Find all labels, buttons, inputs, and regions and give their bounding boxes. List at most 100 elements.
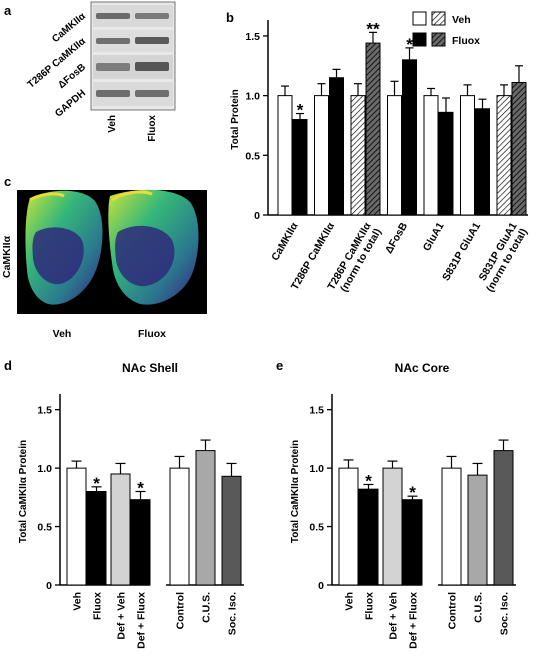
blot-band-row-1	[93, 5, 173, 27]
x-tick-label-line: CaMKIIα	[269, 220, 301, 263]
y-axis-label: Total CaMKIIα Protein	[18, 440, 29, 543]
y-tick-label: 0	[254, 210, 260, 222]
x-tick-label: CaMKIIα	[269, 220, 301, 263]
x-tick-label: C.U.S.	[201, 592, 213, 623]
y-tick-label: 0.5	[37, 522, 52, 534]
y-tick-label: 0	[318, 580, 324, 592]
bar-fluox	[86, 491, 107, 586]
x-tick-label-line: S831P GluA1	[440, 220, 483, 283]
panel-label-e: e	[276, 358, 283, 373]
bar-s831p-glua1-norm-to-total-veh	[496, 95, 512, 216]
chart-title: NAc Core	[395, 361, 450, 375]
blot-label-gapdh: GAPDH	[53, 88, 88, 120]
chart-d: 0 0.5 1.0 1.5 Total CaMKIIα Protein NAc Shell…	[18, 361, 244, 649]
blot-row-labels: CaMKIIα T286P CaMKIIα ΔFosB GAPDH	[26, 10, 89, 119]
x-tick-label: ΔFosB	[383, 220, 410, 256]
legend-swatch-veh-hatched	[431, 11, 446, 26]
brain-section-fluox	[108, 189, 199, 305]
bar-soc-iso	[493, 450, 514, 586]
y-tick-label: 0.5	[245, 150, 260, 162]
x-tick-label: Control	[447, 592, 459, 629]
significance-marker: *	[365, 471, 372, 490]
x-tick-label: GluA1	[421, 220, 447, 253]
bar-camkii-fluox	[292, 119, 308, 216]
bar-def-veh	[382, 467, 403, 586]
bar-t286p-camkii-norm-to-total-fluox	[365, 42, 381, 216]
bar-t286p-camkii-norm-to-total-veh	[350, 95, 366, 216]
panel-label-a: a	[4, 3, 12, 18]
y-axis-label: Total Protein	[230, 89, 241, 149]
panel-label-c: c	[4, 174, 11, 189]
legend-swatch-fluox-solid	[412, 32, 427, 47]
significance-marker: *	[93, 474, 100, 493]
y-axis-label: Total CaMKIIα Protein	[290, 440, 301, 543]
significance-marker: **	[366, 19, 380, 38]
panel-label-b: b	[226, 10, 234, 25]
bar-s831p-glua1-fluox	[475, 108, 490, 216]
x-tick-label: S831P GluA1(norm to total)	[474, 220, 530, 294]
x-tick-label: Fluox	[92, 592, 104, 620]
chart-b-legend: Veh Fluox	[412, 11, 480, 47]
blot-column-veh: Veh	[107, 115, 118, 133]
chart-b: Veh Fluox 0 0.5 1.0 1.5 Total Protein CaMKIIα…	[230, 11, 530, 298]
blot-column-fluox: Fluox	[147, 115, 158, 142]
western-blot-panel: CaMKIIα T286P CaMKIIα ΔFosB GAPDH Veh Fl…	[26, 1, 176, 142]
significance-marker: *	[137, 479, 144, 498]
bar-glua1-veh	[423, 95, 439, 216]
bar-def-veh	[110, 473, 131, 586]
x-tick-label-line: ΔFosB	[383, 220, 410, 256]
x-tick-label: Control	[175, 592, 187, 629]
legend-swatch-veh-solid	[412, 11, 427, 26]
x-tick-label: Def + Fluox	[136, 592, 148, 649]
x-tick-label: Def + Veh	[116, 592, 128, 640]
significance-marker: *	[409, 483, 416, 502]
brain-stain-label: CaMKIIα	[1, 235, 13, 278]
x-tick-label: Soc. Iso.	[499, 592, 511, 635]
y-tick-label: 0.5	[309, 522, 324, 534]
x-tick-label: T286P CaMKIIα(norm to total)	[325, 220, 384, 298]
blot-band-row-4	[93, 82, 173, 106]
x-tick-label: C.U.S.	[473, 592, 485, 623]
significance-marker: *	[297, 101, 304, 120]
bar-soc-iso	[221, 475, 242, 586]
bar-veh	[66, 467, 87, 586]
legend-label-fluox: Fluox	[452, 35, 480, 47]
bar-def-fluox	[130, 499, 151, 586]
bar-c-u-s	[195, 450, 216, 586]
blot-band-row-2	[93, 30, 173, 52]
x-tick-label: Fluox	[364, 592, 376, 620]
chart-e: 0 0.5 1.0 1.5 Total CaMKIIα Protein NAc Core V…	[290, 361, 516, 649]
y-tick-label: 1.5	[37, 405, 52, 417]
x-tick-label: Veh	[72, 592, 84, 611]
bar-t286p-camkii-fluox	[329, 77, 344, 216]
bar-t286p-camkii-veh	[314, 95, 329, 216]
bar-def-fluox	[402, 499, 423, 586]
x-tick-label: Def + Fluox	[408, 592, 420, 649]
brain-caption-veh: Veh	[53, 328, 72, 340]
brain-caption-fluox: Fluox	[138, 328, 166, 340]
y-tick-label: 1.5	[245, 31, 260, 43]
bar-camkii-veh	[277, 95, 293, 216]
y-tick-label: 1.0	[309, 463, 324, 475]
bar-s831p-glua1-norm-to-total-fluox	[511, 81, 527, 216]
y-tick-label: 0	[46, 580, 52, 592]
x-tick-label: Soc. Iso.	[227, 592, 239, 635]
legend-swatch-fluox-hatched	[431, 32, 446, 47]
y-tick-label: 1.5	[309, 405, 324, 417]
x-tick-label: S831P GluA1	[440, 220, 483, 283]
y-tick-label: 1.0	[37, 463, 52, 475]
x-tick-label: Veh	[344, 592, 356, 611]
chart-title: NAc Shell	[122, 361, 178, 375]
brain-image-panel: CaMKIIα Veh Fluox	[1, 189, 207, 340]
bar-s831p-glua1-veh	[460, 95, 475, 216]
bar-control	[169, 467, 190, 586]
x-tick-label: Def + Veh	[388, 592, 400, 640]
bar-control	[441, 467, 462, 586]
x-tick-label-line: GluA1	[421, 220, 447, 253]
bar-c-u-s	[467, 474, 488, 586]
bar-fosb-veh	[387, 95, 402, 216]
significance-marker: *	[406, 35, 413, 54]
bar-fosb-fluox	[402, 59, 417, 216]
legend-label-veh: Veh	[452, 14, 471, 26]
